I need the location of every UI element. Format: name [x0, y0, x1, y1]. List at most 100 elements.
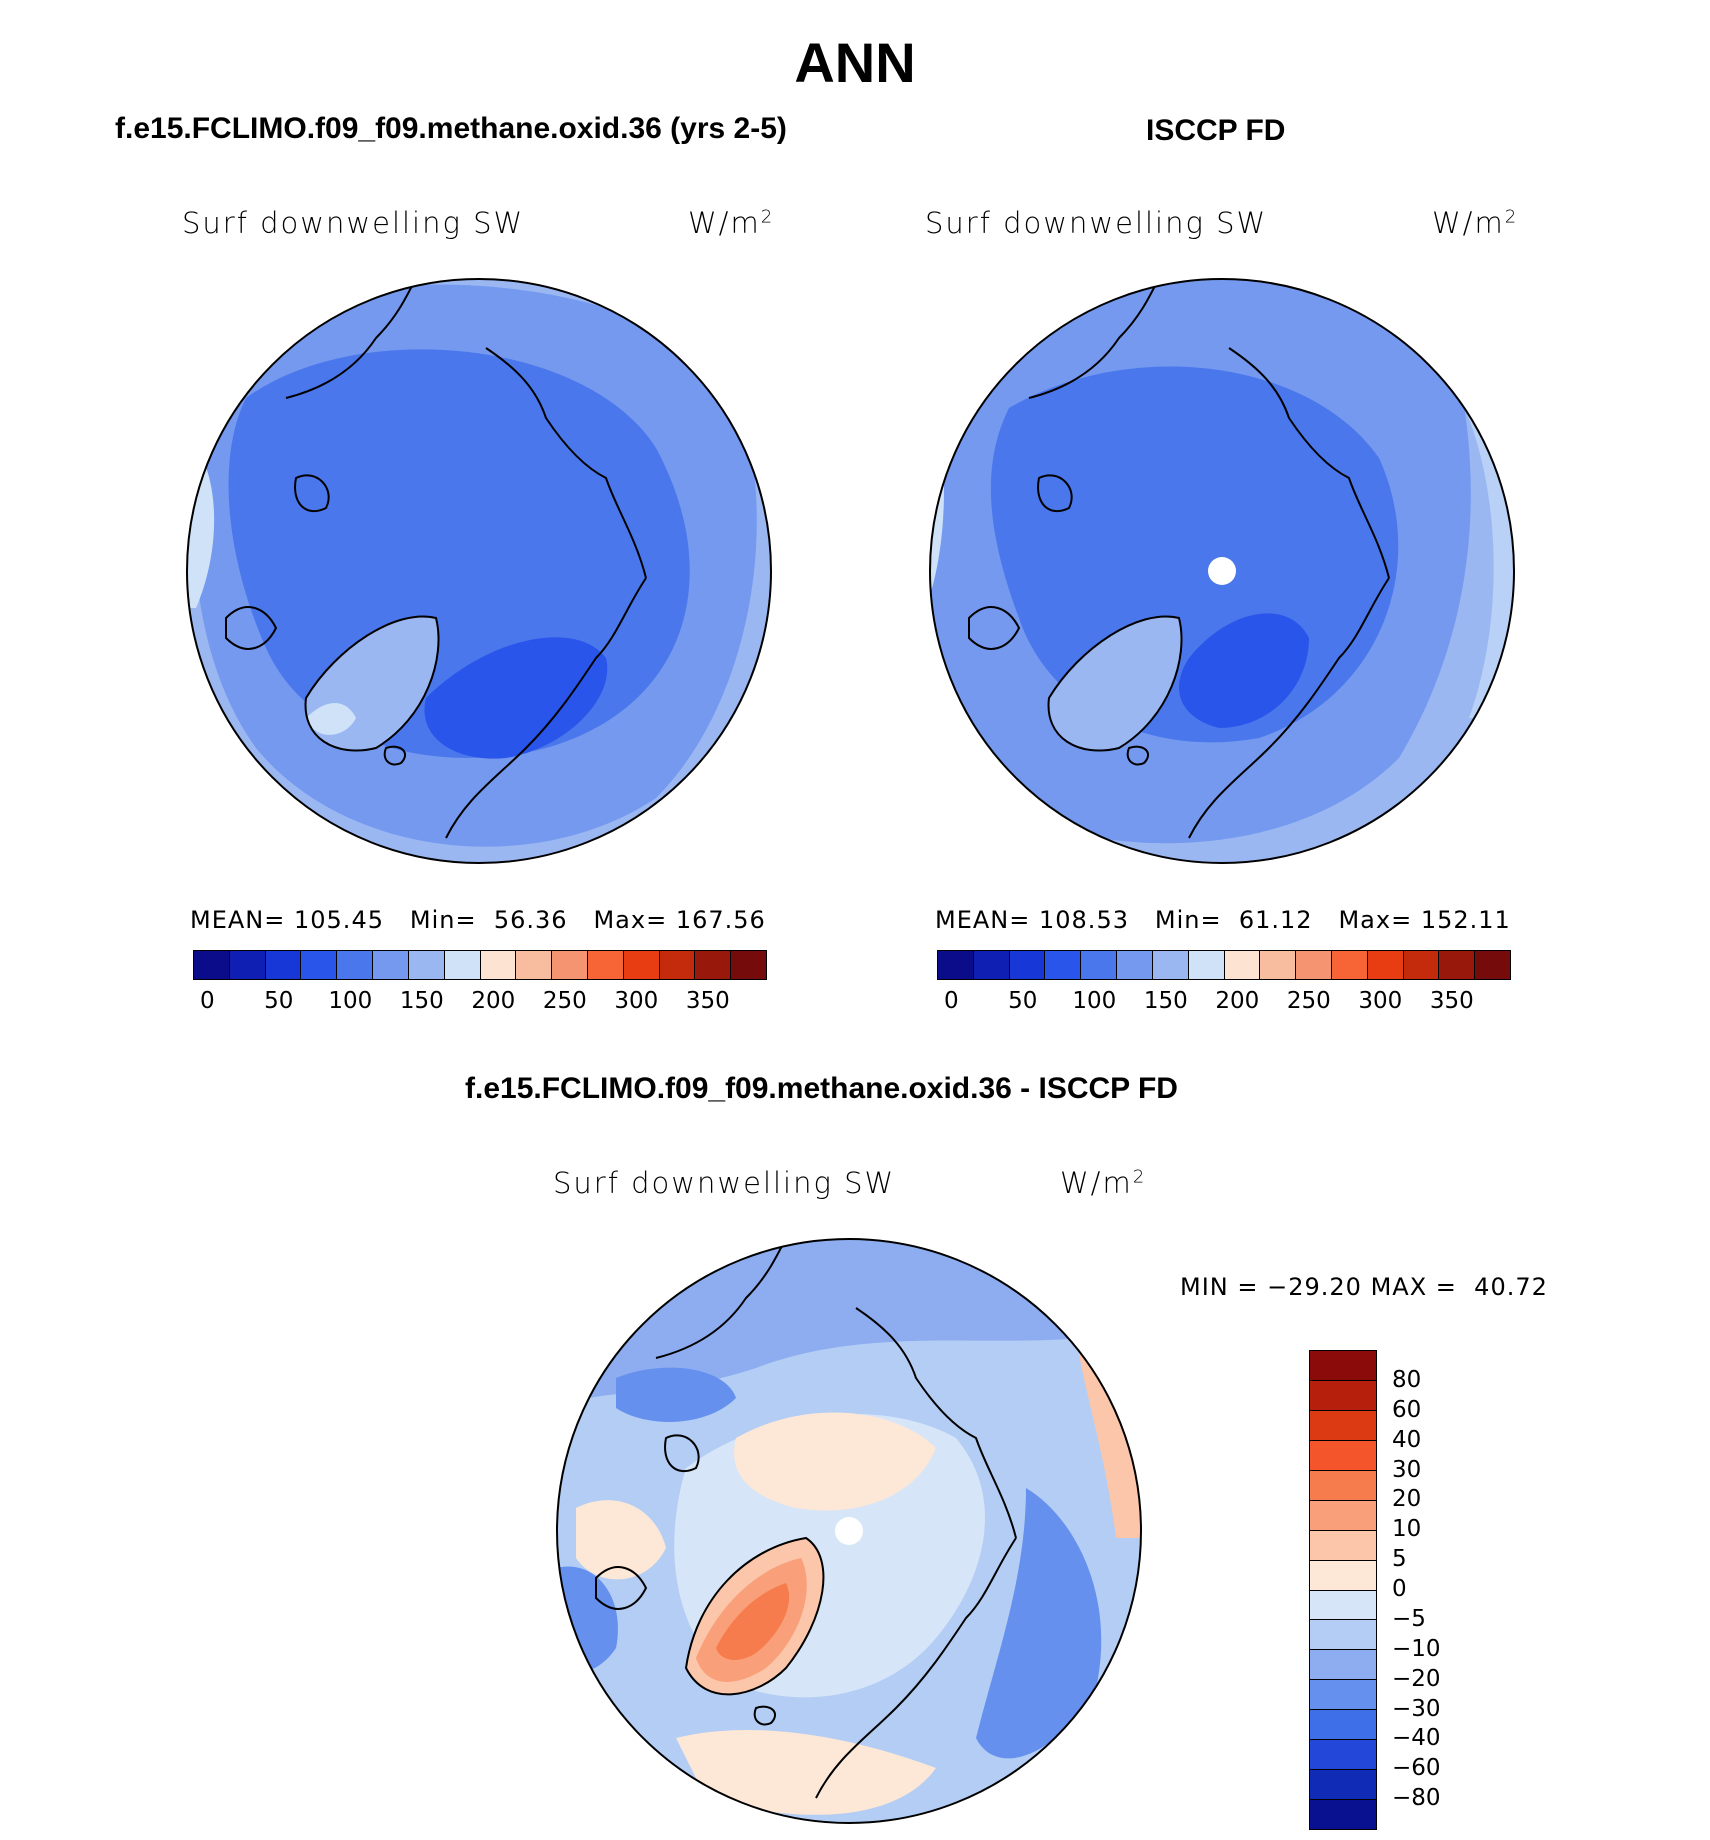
colorbar-swatch — [1310, 1800, 1376, 1829]
colorbar-tick-label: 50 — [1008, 988, 1038, 1014]
colorbar-tick-label: −20 — [1392, 1665, 1441, 1692]
colorbar-tick-label: −80 — [1392, 1785, 1441, 1812]
colorbar-swatch — [973, 951, 1010, 979]
panel3-case-title: f.e15.FCLIMO.f09_f09.methane.oxid.36 - I… — [465, 1072, 1178, 1105]
panel3-max-label: MAX = — [1370, 1273, 1457, 1301]
panel2-mean-label: MEAN= — [935, 906, 1031, 934]
colorbar-tick-label: 250 — [542, 988, 587, 1014]
colorbar-swatch — [1224, 951, 1261, 979]
colorbar-swatch — [1310, 1680, 1376, 1711]
colorbar-tick-label: 0 — [1392, 1576, 1407, 1602]
colorbar-tick-label: 300 — [614, 988, 659, 1014]
panel1-units-exp: 2 — [760, 206, 775, 228]
colorbar-swatch — [229, 951, 266, 979]
panel2-min-value: 61.12 — [1238, 906, 1313, 934]
panel3-units-exp: 2 — [1132, 1166, 1147, 1188]
colorbar-tick-label: 5 — [1392, 1546, 1407, 1573]
colorbar-swatch — [1310, 1410, 1376, 1441]
p2-greenland — [1048, 616, 1182, 751]
panel2-mean-value: 108.53 — [1039, 906, 1129, 934]
colorbar-swatch — [1310, 1620, 1376, 1651]
panel1-stats: MEAN= 105.45 Min= 56.36 Max= 167.56 — [190, 906, 766, 934]
colorbar-tick-label: −30 — [1392, 1695, 1441, 1722]
panel3-units-base: W/m — [1060, 1166, 1133, 1200]
colorbar-swatch — [1310, 1740, 1376, 1771]
colorbar-tick-label: 80 — [1392, 1366, 1422, 1393]
panel1-mean-label: MEAN= — [190, 906, 286, 934]
colorbar-swatch — [373, 951, 409, 979]
colorbar-swatch — [1403, 951, 1440, 979]
p1-coastlines — [225, 279, 647, 839]
colorbar-swatch — [1152, 951, 1189, 979]
colorbar-swatch — [516, 951, 553, 979]
colorbar-swatch — [1310, 1590, 1376, 1621]
panel3-polar-map — [556, 1238, 1142, 1824]
colorbar-tick-label: 10 — [1392, 1516, 1422, 1543]
colorbar-swatch — [1310, 1500, 1376, 1531]
p3-north-band — [557, 1239, 1141, 1408]
panel1-max-label: Max= — [593, 906, 668, 934]
colorbar-tick-label: 350 — [685, 988, 730, 1014]
colorbar-tick-label: 300 — [1358, 988, 1403, 1014]
colorbar-swatch — [408, 951, 445, 979]
colorbar-swatch — [1310, 1710, 1376, 1741]
panel3-units: W/m2 — [1060, 1166, 1146, 1200]
panel1-mean-value: 105.45 — [294, 906, 384, 934]
panel2-units: W/m2 — [1432, 206, 1518, 240]
colorbar-tick-label: −60 — [1392, 1755, 1441, 1782]
panel3-variable-label: Surf downwelling SW — [553, 1166, 896, 1200]
panel1-colorbar — [193, 950, 767, 980]
p3-west-warm — [576, 1500, 666, 1580]
colorbar-swatch — [1310, 1380, 1376, 1411]
p3-south-warm — [676, 1729, 936, 1815]
panel1-units-base: W/m — [688, 206, 761, 240]
colorbar-swatch — [1310, 1470, 1376, 1501]
panel3-stats: MIN = −29.20 MAX = 40.72 — [1180, 1273, 1548, 1301]
colorbar-swatch — [731, 951, 766, 979]
colorbar-tick-label: 350 — [1429, 988, 1474, 1014]
colorbar-swatch — [337, 951, 374, 979]
panel1-case-title: f.e15.FCLIMO.f09_f09.methane.oxid.36 (yr… — [115, 112, 787, 145]
p2-pole-hole — [1208, 557, 1236, 585]
p3-pole-hole — [835, 1517, 863, 1545]
colorbar-swatch — [1310, 1530, 1376, 1561]
colorbar-tick-label: 0 — [199, 988, 215, 1014]
panel1-variable-label: Surf downwelling SW — [182, 206, 525, 240]
colorbar-swatch — [1009, 951, 1046, 979]
colorbar-swatch — [480, 951, 517, 979]
colorbar-swatch — [1260, 951, 1297, 979]
panel2-polar-map — [929, 278, 1515, 864]
panel1-polar-map — [186, 278, 772, 864]
panel1-min-value: 56.36 — [493, 906, 568, 934]
panel1-max-value: 167.56 — [675, 906, 766, 934]
colorbar-tick-label: −40 — [1392, 1725, 1441, 1752]
colorbar-swatch — [1310, 1440, 1376, 1471]
panel3-colorbar — [1309, 1350, 1377, 1830]
colorbar-tick-label: 60 — [1392, 1396, 1422, 1423]
figure-title: ANN — [794, 31, 916, 94]
colorbar-swatch — [1310, 1770, 1376, 1801]
colorbar-tick-label: 20 — [1392, 1486, 1422, 1513]
colorbar-swatch — [659, 951, 696, 979]
colorbar-tick-label: −5 — [1392, 1605, 1426, 1632]
panel2-max-label: Max= — [1338, 906, 1413, 934]
colorbar-swatch — [1331, 951, 1368, 979]
panel3-max-value: 40.72 — [1474, 1273, 1548, 1301]
colorbar-swatch — [265, 951, 302, 979]
panel2-max-value: 152.11 — [1420, 906, 1511, 934]
colorbar-swatch — [1045, 951, 1082, 979]
colorbar-tick-label: 200 — [471, 988, 516, 1014]
p3-center-warm — [734, 1412, 936, 1511]
p2-band-core — [1179, 613, 1309, 728]
colorbar-tick-label: 150 — [1143, 988, 1188, 1014]
colorbar-tick-label: 150 — [399, 988, 444, 1014]
colorbar-swatch — [1081, 951, 1118, 979]
panel1-colorbar-ticks: 0 50 100 150 200 250 300 350 — [193, 988, 765, 1018]
colorbar-swatch — [194, 951, 230, 979]
panel2-units-base: W/m — [1432, 206, 1505, 240]
colorbar-swatch — [623, 951, 660, 979]
colorbar-tick-label: 100 — [1072, 988, 1117, 1014]
colorbar-swatch — [1188, 951, 1225, 979]
p3-northwest-blob — [616, 1367, 736, 1422]
colorbar-swatch — [938, 951, 974, 979]
